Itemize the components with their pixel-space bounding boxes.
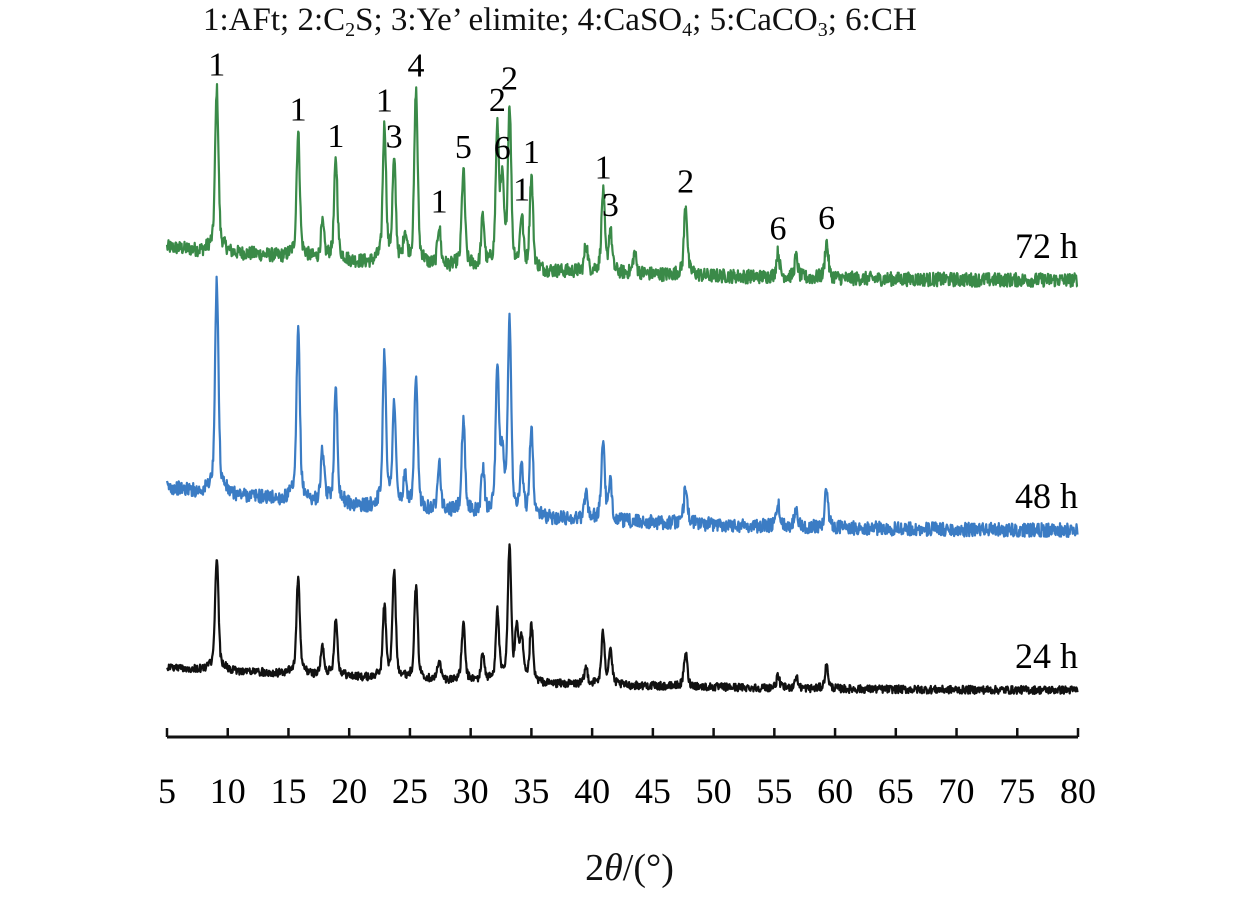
x-tick-label: 30 [453, 771, 489, 811]
x-tick-label: 65 [878, 771, 914, 811]
peak-label: 1 [327, 118, 344, 155]
legend-entry-6: 6:CH [845, 2, 917, 38]
x-axis: 5 10 15 20 25 30 35 40 45 50 55 60 65 70 75 80 [158, 728, 1096, 811]
x-tick-label: 15 [270, 771, 306, 811]
x-label-suffix: /(°) [622, 847, 674, 889]
peak-label: 4 [408, 47, 425, 84]
peak-label: 1 [595, 150, 612, 187]
x-tick-label: 55 [756, 771, 792, 811]
peak-label: 6 [769, 210, 786, 247]
x-tick-label: 80 [1060, 771, 1096, 811]
peak-label: 1 [376, 83, 393, 120]
chart-title-legend: 1:AFt; 2:C2S; 3:Ye’ elimite; 4:CaSO4; 5:… [203, 2, 917, 42]
x-label-prefix: 2 [585, 847, 605, 889]
peak-label: 2 [677, 163, 694, 200]
legend-entry-4: 4:CaSO4; [577, 2, 710, 41]
x-tick-label: 40 [574, 771, 610, 811]
peak-label: 6 [494, 130, 511, 167]
legend-entry-5: 5:CaCO3; [709, 2, 846, 41]
x-tick-label: 60 [817, 771, 853, 811]
peak-label: 1 [208, 46, 225, 83]
peak-label: 1 [290, 91, 307, 128]
x-tick-label: 20 [331, 771, 367, 811]
x-tick-label: 45 [635, 771, 671, 811]
series-line-72h [165, 82, 1079, 288]
peak-label: 2 [501, 61, 518, 98]
legend-entry-1: 1:AFt; [203, 2, 298, 38]
x-tick-label: 70 [939, 771, 975, 811]
series-line-24h [166, 543, 1079, 696]
x-label-theta: θ [604, 847, 623, 889]
series-label: 48 h [1015, 476, 1078, 516]
x-tick-label: 25 [392, 771, 428, 811]
peak-label: 3 [386, 118, 403, 155]
series-layer: 72 h 48 h 24 h [165, 82, 1079, 696]
peak-label: 3 [602, 187, 619, 224]
peak-label: 2 [489, 82, 506, 119]
peak-label: 6 [818, 200, 835, 237]
peak-label: 1 [431, 184, 448, 221]
x-tick-label: 5 [158, 771, 176, 811]
x-tick-label: 75 [999, 771, 1035, 811]
x-tick-label: 50 [696, 771, 732, 811]
peak-label: 1 [513, 171, 530, 208]
x-axis-label: 2θ/(°) [0, 846, 1259, 890]
x-tick-label: 10 [210, 771, 246, 811]
peak-label: 1 [523, 134, 540, 171]
x-tick-label: 35 [513, 771, 549, 811]
series-line-48h [165, 275, 1079, 539]
peak-label: 5 [455, 129, 472, 166]
series-label: 72 h [1015, 226, 1078, 266]
legend-entry-2: 2:C2S; [297, 2, 391, 41]
legend-entry-3: 3:Ye’ elimite; [390, 2, 578, 38]
series-label: 24 h [1015, 636, 1078, 676]
